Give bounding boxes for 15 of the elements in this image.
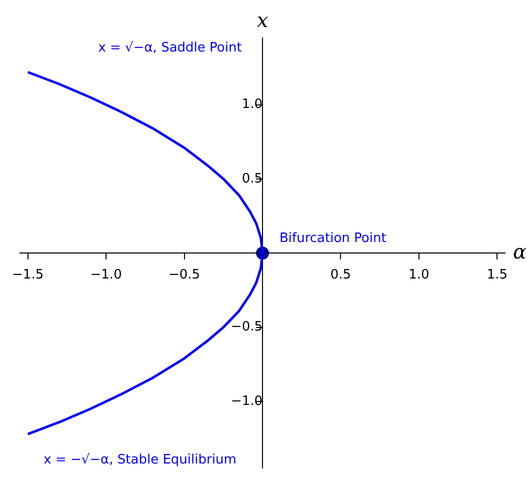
x-tick-label: 1.0	[408, 267, 430, 282]
y-tick-label: 0.5	[242, 171, 262, 186]
y-tick-label: 1.0	[242, 97, 262, 112]
x-tick-label: 0.5	[330, 267, 352, 282]
y-tick-label: −0.5	[230, 320, 262, 335]
x-tick-label: −1.0	[90, 267, 122, 282]
annotation: x = −√−α, Stable Equilibrium	[44, 452, 236, 468]
x-tick-label: −1.5	[12, 267, 44, 282]
y-axis-title: x	[256, 8, 268, 32]
x-tick-label: −0.5	[168, 267, 200, 282]
x-tick-label: 1.5	[486, 267, 508, 282]
annotation: Bifurcation Point	[280, 230, 386, 246]
x-axis-title: α	[513, 239, 527, 264]
annotation: x = √−α, Saddle Point	[98, 40, 242, 56]
y-tick-label: −1.0	[230, 394, 262, 409]
